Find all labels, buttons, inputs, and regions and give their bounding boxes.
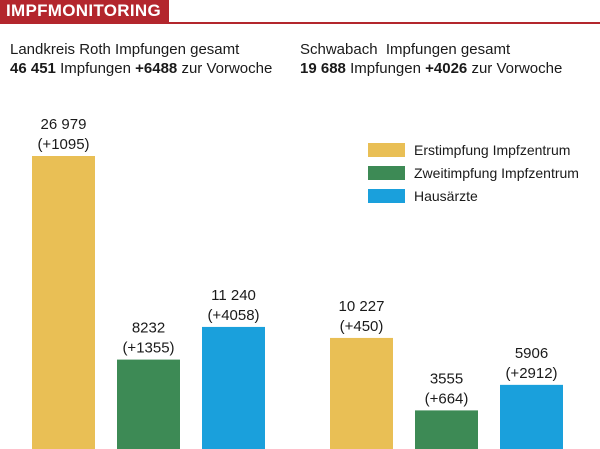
legend-item-hausaerzte: Hausärzte bbox=[368, 184, 579, 207]
group-change-roth: +6488 bbox=[135, 60, 178, 77]
banner-title: IMPFMONITORING bbox=[0, 0, 169, 22]
group-summary-schwabach: 19 688 Impfungen +4026 zur Vorwoche bbox=[300, 59, 562, 78]
legend-swatch-zweitimpfung bbox=[368, 165, 405, 180]
group-total-roth: 46 451 bbox=[10, 60, 56, 77]
legend-label-erstimpfung: Erstimpfung Impfzentrum bbox=[414, 141, 571, 158]
group-change-schwabach: +4026 bbox=[425, 60, 468, 77]
legend-swatch-erstimpfung bbox=[368, 142, 405, 157]
banner-rule bbox=[0, 22, 600, 24]
group-change-suffix-schwabach: zur Vorwoche bbox=[471, 60, 563, 77]
bar-schwabach-hausaerzte bbox=[500, 384, 563, 449]
bar-value-label-schwabach-hausaerzte: 5906 bbox=[515, 345, 548, 362]
group-title-schwabach: Schwabach Impfungen gesamt bbox=[300, 41, 511, 58]
bar-delta-label-roth-zweitimpfung: (+1355) bbox=[122, 340, 174, 357]
bar-value-label-schwabach-zweitimpfung: 3555 bbox=[430, 370, 463, 387]
bar-value-label-roth-zweitimpfung: 8232 bbox=[132, 320, 165, 337]
bar-delta-label-schwabach-zweitimpfung: (+664) bbox=[425, 390, 469, 407]
legend-item-erstimpfung: Erstimpfung Impfzentrum bbox=[368, 138, 579, 161]
legend-label-zweitimpfung: Zweitimpfung Impfzentrum bbox=[414, 164, 579, 181]
bar-roth-hausaerzte bbox=[202, 326, 265, 449]
bar-value-label-roth-erstimpfung: 26 979 bbox=[41, 116, 87, 133]
chart-legend: Erstimpfung Impfzentrum Zweitimpfung Imp… bbox=[368, 138, 579, 207]
group-header-schwabach: Schwabach Impfungen gesamt 19 688 Impfun… bbox=[300, 40, 562, 78]
group-header-roth: Landkreis Roth Impfungen gesamt 46 451 I… bbox=[10, 40, 272, 78]
group-total-suffix-roth: Impfungen bbox=[60, 60, 131, 77]
bar-delta-label-schwabach-erstimpfung: (+450) bbox=[340, 318, 384, 335]
legend-label-hausaerzte: Hausärzte bbox=[414, 187, 478, 204]
bar-schwabach-erstimpfung bbox=[330, 337, 393, 449]
bar-delta-label-roth-erstimpfung: (+1095) bbox=[37, 136, 89, 153]
bar-value-label-roth-hausaerzte: 11 240 bbox=[211, 287, 256, 304]
bar-roth-erstimpfung bbox=[32, 156, 95, 449]
legend-swatch-hausaerzte bbox=[368, 188, 405, 203]
group-change-suffix-roth: zur Vorwoche bbox=[181, 60, 273, 77]
bar-roth-zweitimpfung bbox=[117, 359, 180, 449]
group-total-suffix-schwabach: Impfungen bbox=[350, 60, 421, 77]
group-summary-roth: 46 451 Impfungen +6488 zur Vorwoche bbox=[10, 59, 272, 78]
bar-delta-label-roth-hausaerzte: (+4058) bbox=[207, 307, 259, 324]
group-total-schwabach: 19 688 bbox=[300, 60, 346, 77]
bar-value-label-schwabach-erstimpfung: 10 227 bbox=[339, 298, 385, 315]
bar-delta-label-schwabach-hausaerzte: (+2912) bbox=[505, 365, 557, 382]
group-title-roth: Landkreis Roth Impfungen gesamt bbox=[10, 41, 240, 58]
legend-item-zweitimpfung: Zweitimpfung Impfzentrum bbox=[368, 161, 579, 184]
bar-schwabach-zweitimpfung bbox=[415, 410, 478, 449]
